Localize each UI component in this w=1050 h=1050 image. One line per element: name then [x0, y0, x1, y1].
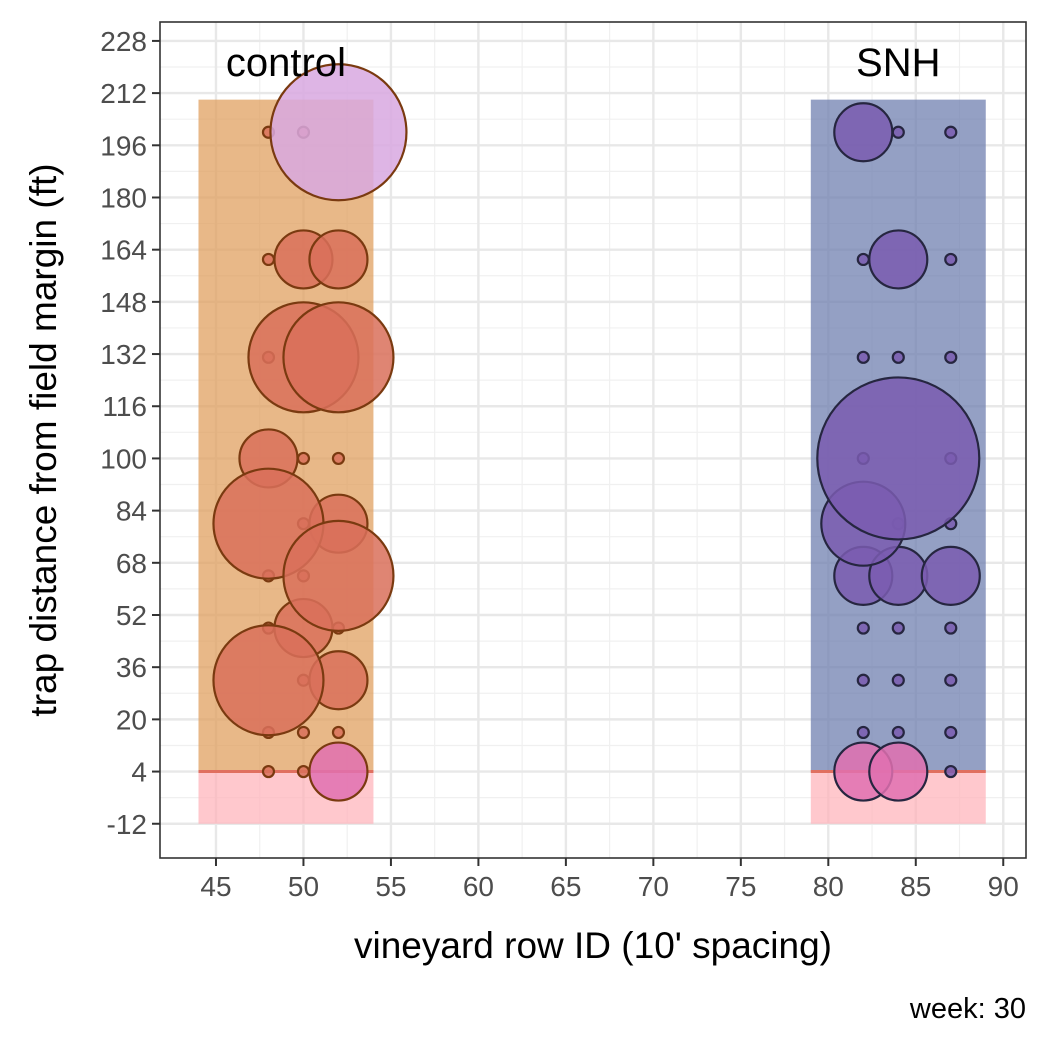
y-tick-label: 196: [100, 130, 147, 161]
trap-point: [833, 102, 894, 163]
x-tick-label: 65: [550, 871, 581, 902]
trap-point: [891, 125, 905, 139]
x-tick-label: 45: [200, 871, 231, 902]
trap-point: [944, 350, 958, 364]
x-axis: 45 50 55 60 65 70 75 80 85 90: [200, 858, 1019, 902]
x-tick-label: 50: [288, 871, 319, 902]
y-tick-label: 148: [100, 287, 147, 318]
trap-point: [944, 764, 958, 779]
trap-point: [261, 252, 276, 267]
trap-point: [212, 624, 325, 737]
y-tick-label: 84: [116, 496, 147, 527]
x-tick-label: 80: [813, 871, 844, 902]
trap-point: [891, 725, 905, 740]
group-labels: control SNH: [226, 41, 941, 85]
y-tick-label: 4: [131, 757, 147, 788]
trap-point: [296, 451, 311, 466]
y-tick-label: 228: [100, 26, 147, 57]
trap-point: [920, 545, 981, 606]
y-tick-label: 100: [100, 443, 147, 474]
trap-point: [282, 301, 395, 414]
trap-point: [296, 725, 311, 740]
group-label-control: control: [226, 41, 346, 85]
trap-point: [269, 63, 408, 202]
trap-point: [944, 125, 958, 139]
trap-point: [331, 451, 346, 466]
y-tick-label: 52: [116, 600, 147, 631]
trap-point: [868, 229, 929, 290]
x-tick-label: 60: [463, 871, 494, 902]
trap-point: [891, 350, 905, 364]
y-tick-label: 180: [100, 182, 147, 213]
trap-points: [212, 63, 981, 802]
group-label-snh: SNH: [856, 41, 940, 85]
y-tick-label: 20: [116, 704, 147, 735]
trap-point: [856, 621, 870, 635]
y-tick-label: 116: [102, 391, 147, 422]
plot-border: [159, 21, 1027, 859]
x-tick-label: 90: [988, 871, 1019, 902]
trap-point: [944, 673, 958, 687]
y-tick-label: -12: [107, 809, 147, 840]
x-axis-title: vineyard row ID (10' spacing): [354, 925, 832, 966]
trap-point: [944, 252, 958, 267]
y-tick-label: 164: [100, 235, 147, 266]
trap-point: [856, 673, 870, 687]
y-tick-label: 212: [100, 78, 147, 109]
x-tick-label: 55: [375, 871, 406, 902]
trap-point: [856, 725, 870, 740]
trap-point: [282, 519, 395, 632]
trap-point: [944, 621, 958, 635]
trap-point: [891, 621, 905, 635]
trap-point: [868, 741, 929, 802]
trap-point: [856, 350, 870, 364]
trap-point: [331, 725, 346, 740]
trap-point: [856, 252, 870, 267]
trap-point: [944, 725, 958, 740]
trap-point: [891, 673, 905, 687]
y-tick-label: 36: [116, 652, 147, 683]
x-tick-label: 85: [900, 871, 931, 902]
x-tick-label: 70: [638, 871, 669, 902]
y-axis: -12 4 20 36 52 68 84 100 116 132 148 164 180 196 212 22…: [100, 26, 160, 840]
trap-point: [308, 229, 369, 290]
y-tick-label: 132: [100, 339, 147, 370]
x-tick-label: 75: [725, 871, 756, 902]
y-axis-title: trap distance from field margin (ft): [23, 163, 64, 716]
trap-point: [816, 376, 981, 541]
trap-point: [261, 764, 276, 779]
trap-point: [296, 764, 311, 779]
chart-caption: week: 30: [909, 993, 1026, 1025]
y-tick-label: 68: [116, 548, 147, 579]
trap-point: [308, 741, 369, 802]
